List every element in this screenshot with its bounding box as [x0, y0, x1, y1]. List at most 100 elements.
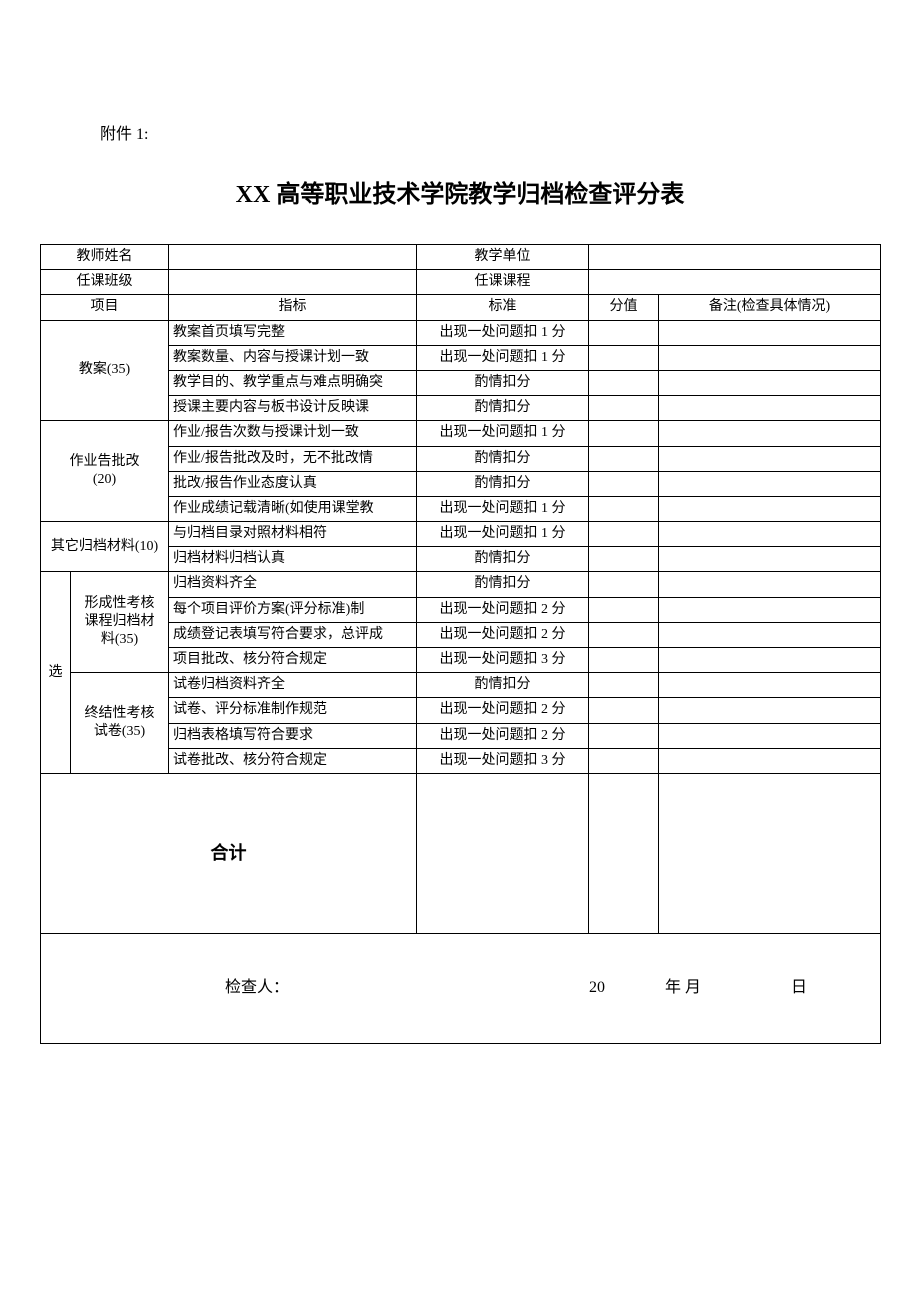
indicator-cell: 成绩登记表填写符合要求，总评成	[169, 622, 417, 647]
table-row: 教案(35) 教案首页填写完整 出现一处问题扣 1 分	[41, 320, 881, 345]
homework-label-1: 作业告批改	[70, 454, 140, 469]
col-score: 分值	[589, 295, 659, 320]
indicator-cell: 试卷、评分标准制作规范	[169, 698, 417, 723]
attachment-label: 附件 1:	[100, 120, 880, 144]
table-row: 终结性考核 试卷(35) 试卷归档资料齐全 酌情扣分	[41, 673, 881, 698]
day-label: 日	[791, 978, 807, 999]
indicator-cell: 试卷归档资料齐全	[169, 673, 417, 698]
section-homework: 作业告批改 (20)	[41, 421, 169, 522]
table-row: 选 形成性考核 课程归档材 料(35) 归档资料齐全 酌情扣分	[41, 572, 881, 597]
section-choose: 选	[41, 572, 71, 774]
evaluation-table: 教师姓名 教学单位 任课班级 任课课程 项目 指标 标准 分值 备注(检查具体情…	[40, 244, 881, 1044]
section-formative: 形成性考核 课程归档材 料(35)	[71, 572, 169, 673]
year-prefix: 20	[589, 978, 605, 999]
total-label: 合计	[41, 773, 417, 933]
standard-cell: 出现一处问题扣 1 分	[417, 496, 589, 521]
indicator-cell: 与归档目录对照材料相符	[169, 522, 417, 547]
score-cell	[589, 471, 659, 496]
remark-cell	[659, 748, 881, 773]
remark-cell	[659, 421, 881, 446]
class-value	[169, 270, 417, 295]
score-cell	[589, 572, 659, 597]
teacher-label: 教师姓名	[41, 245, 169, 270]
score-cell	[589, 547, 659, 572]
col-remark: 备注(检查具体情况)	[659, 295, 881, 320]
standard-cell: 出现一处问题扣 2 分	[417, 622, 589, 647]
standard-cell: 酌情扣分	[417, 673, 589, 698]
standard-cell: 酌情扣分	[417, 396, 589, 421]
remark-cell	[659, 648, 881, 673]
remark-cell	[659, 572, 881, 597]
class-label: 任课班级	[41, 270, 169, 295]
table-row: 其它归档材料(10) 与归档目录对照材料相符 出现一处问题扣 1 分	[41, 522, 881, 547]
formative-l1: 形成性考核	[85, 596, 155, 611]
sign-line: 检查人： 20 年 月 日	[45, 978, 876, 999]
section-summative: 终结性考核 试卷(35)	[71, 673, 169, 774]
info-row: 教师姓名 教学单位	[41, 245, 881, 270]
remark-cell	[659, 597, 881, 622]
sign-cell: 检查人： 20 年 月 日	[41, 933, 881, 1043]
score-cell	[589, 698, 659, 723]
remark-cell	[659, 320, 881, 345]
standard-cell: 出现一处问题扣 2 分	[417, 698, 589, 723]
indicator-cell: 批改/报告作业态度认真	[169, 471, 417, 496]
indicator-cell: 教案数量、内容与授课计划一致	[169, 345, 417, 370]
remark-cell	[659, 471, 881, 496]
score-cell	[589, 496, 659, 521]
indicator-cell: 作业/报告次数与授课计划一致	[169, 421, 417, 446]
standard-cell: 出现一处问题扣 1 分	[417, 345, 589, 370]
score-cell	[589, 723, 659, 748]
score-cell	[589, 320, 659, 345]
remark-cell	[659, 496, 881, 521]
col-standard: 标准	[417, 295, 589, 320]
col-indicator: 指标	[169, 295, 417, 320]
unit-label: 教学单位	[417, 245, 589, 270]
remark-cell	[659, 345, 881, 370]
standard-cell: 酌情扣分	[417, 547, 589, 572]
score-cell	[589, 370, 659, 395]
year-month: 年 月	[665, 978, 701, 999]
indicator-cell: 教案首页填写完整	[169, 320, 417, 345]
section-other: 其它归档材料(10)	[41, 522, 169, 572]
remark-cell	[659, 698, 881, 723]
total-row: 合计	[41, 773, 881, 933]
standard-cell: 酌情扣分	[417, 471, 589, 496]
indicator-cell: 归档资料齐全	[169, 572, 417, 597]
summative-l1: 终结性考核	[85, 706, 155, 721]
standard-cell: 酌情扣分	[417, 446, 589, 471]
course-label: 任课课程	[417, 270, 589, 295]
header-row: 项目 指标 标准 分值 备注(检查具体情况)	[41, 295, 881, 320]
standard-cell: 出现一处问题扣 3 分	[417, 648, 589, 673]
section-plan: 教案(35)	[41, 320, 169, 421]
total-score	[589, 773, 659, 933]
summative-l2: 试卷(35)	[94, 724, 145, 739]
remark-cell	[659, 723, 881, 748]
score-cell	[589, 421, 659, 446]
remark-cell	[659, 446, 881, 471]
score-cell	[589, 622, 659, 647]
course-value	[589, 270, 881, 295]
page-title: XX 高等职业技术学院教学归档检查评分表	[40, 174, 880, 209]
indicator-cell: 项目批改、核分符合规定	[169, 648, 417, 673]
indicator-cell: 作业成绩记载清晰(如使用课堂教	[169, 496, 417, 521]
info-row: 任课班级 任课课程	[41, 270, 881, 295]
total-remark	[659, 773, 881, 933]
standard-cell: 出现一处问题扣 3 分	[417, 748, 589, 773]
total-std	[417, 773, 589, 933]
score-cell	[589, 748, 659, 773]
score-cell	[589, 345, 659, 370]
teacher-value	[169, 245, 417, 270]
remark-cell	[659, 396, 881, 421]
score-cell	[589, 522, 659, 547]
unit-value	[589, 245, 881, 270]
remark-cell	[659, 522, 881, 547]
indicator-cell: 试卷批改、核分符合规定	[169, 748, 417, 773]
standard-cell: 酌情扣分	[417, 370, 589, 395]
indicator-cell: 归档表格填写符合要求	[169, 723, 417, 748]
remark-cell	[659, 547, 881, 572]
indicator-cell: 作业/报告批改及时，无不批改情	[169, 446, 417, 471]
indicator-cell: 教学目的、教学重点与难点明确突	[169, 370, 417, 395]
indicator-cell: 每个项目评价方案(评分标准)制	[169, 597, 417, 622]
col-project: 项目	[41, 295, 169, 320]
remark-cell	[659, 622, 881, 647]
